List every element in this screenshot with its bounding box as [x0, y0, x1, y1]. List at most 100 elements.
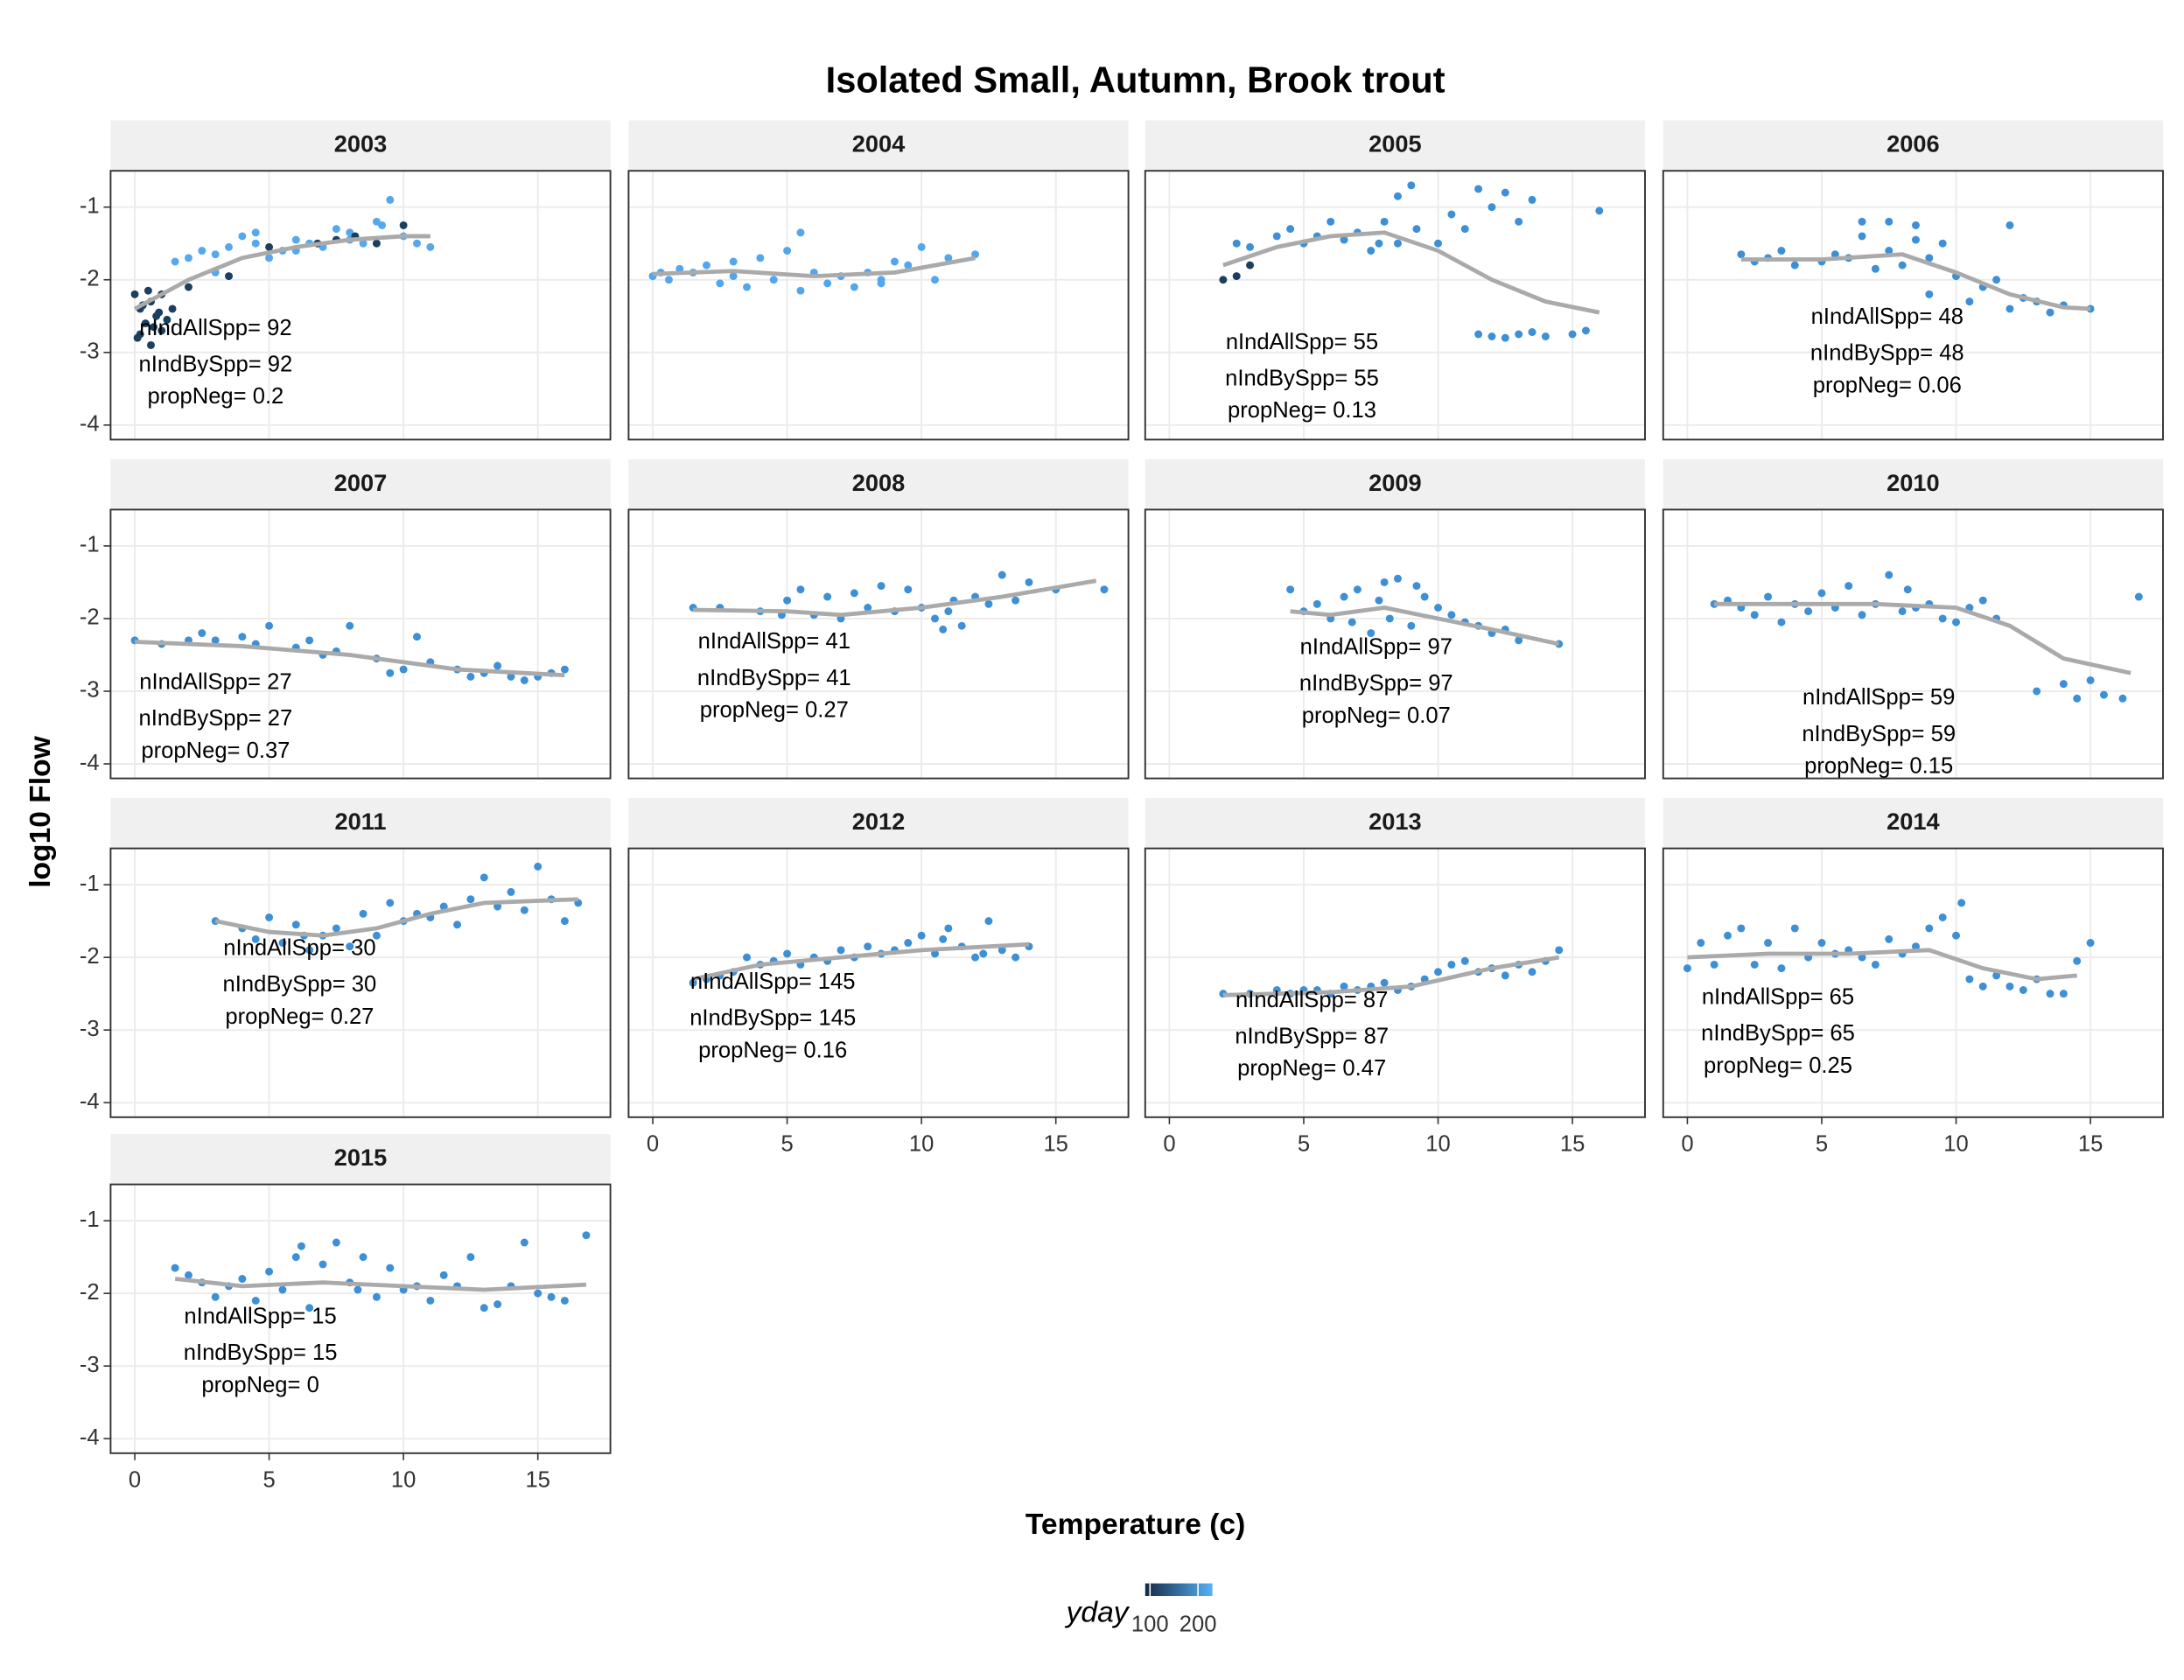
panel-border: [109, 847, 612, 1118]
panel-content: nIndAllSpp= 87 nIndBySpp= 87 propNeg= 0.47: [1219, 946, 1564, 1081]
smooth-line: [1714, 601, 2132, 676]
annotation: nIndAllSpp= 41: [698, 629, 850, 654]
point: [1925, 290, 1934, 298]
point: [1515, 217, 1523, 226]
point: [1246, 242, 1255, 251]
point: [2073, 694, 2082, 703]
point: [1830, 250, 1839, 259]
point: [939, 934, 948, 943]
panel: [628, 509, 1129, 779]
point: [1340, 235, 1348, 244]
smooth-line: [1222, 230, 1600, 315]
point: [386, 1264, 395, 1272]
point: [2134, 592, 2143, 601]
strip: [1144, 120, 1645, 172]
annotation: propNeg= 0.07: [1302, 704, 1451, 728]
point: [2006, 982, 2014, 990]
y-tick-label: -3: [80, 1017, 100, 1041]
point: [141, 319, 150, 328]
y-tick-label: -4: [80, 751, 100, 775]
point: [1697, 939, 1705, 948]
strip-label: 2008: [852, 469, 905, 496]
point: [1724, 931, 1732, 940]
panel: [110, 171, 611, 440]
point: [1992, 276, 2001, 284]
point: [372, 1292, 381, 1301]
point: [225, 242, 234, 251]
point: [2086, 939, 2095, 948]
point: [1568, 330, 1577, 339]
strip: [1144, 458, 1645, 510]
panel-content: nIndAllSpp= 27 nIndBySpp= 27 propNeg= 0.37: [130, 621, 569, 763]
point: [864, 604, 872, 612]
x-tick-label: 5: [262, 1468, 275, 1493]
point: [150, 323, 158, 332]
point: [507, 672, 515, 681]
annotation: nIndAllSpp= 65: [1702, 985, 1854, 1010]
point: [1957, 899, 1966, 907]
strip-label: 2007: [334, 469, 387, 496]
point: [211, 636, 220, 645]
point: [1911, 235, 1920, 244]
point: [1012, 953, 1020, 962]
point: [2073, 956, 2082, 965]
point: [1380, 978, 1389, 987]
point: [1764, 939, 1773, 948]
point: [1447, 210, 1456, 219]
point: [560, 1296, 569, 1305]
point: [1219, 276, 1228, 284]
point: [783, 949, 792, 958]
panel-content: nIndAllSpp= 48 nIndBySpp= 48 propNeg= 0.06: [1737, 217, 2095, 397]
point: [796, 228, 805, 237]
panel: [1662, 848, 2163, 1117]
point: [1286, 585, 1295, 594]
point: [1804, 607, 1813, 616]
point: [1555, 946, 1564, 955]
y-tick-label: -4: [80, 1425, 100, 1450]
point: [211, 250, 220, 259]
point: [1393, 574, 1402, 583]
point: [1871, 960, 1880, 969]
annotation: propNeg= 0.37: [141, 738, 290, 763]
y-tick-label: -2: [80, 606, 100, 630]
annotation: propNeg= 0.06: [1813, 373, 1962, 397]
point: [1447, 611, 1456, 620]
point: [1925, 254, 1934, 262]
point: [1340, 982, 1348, 990]
point: [305, 636, 314, 645]
point: [251, 1296, 260, 1305]
strip-label: 2004: [852, 130, 905, 158]
panel-content: nIndAllSpp= 15 nIndBySpp= 15 propNeg= 0: [171, 1231, 591, 1397]
point: [1501, 971, 1509, 980]
annotation: nIndBySpp= 87: [1235, 1024, 1389, 1048]
point: [1407, 181, 1416, 190]
point: [359, 1253, 368, 1262]
point: [480, 1304, 488, 1312]
panel-border: [627, 170, 1130, 441]
y-tick-label: -1: [80, 193, 100, 218]
y-tick-label: -4: [80, 412, 100, 437]
point: [332, 225, 340, 234]
point: [225, 272, 234, 281]
point: [1420, 592, 1429, 601]
annotation: propNeg= 0.16: [698, 1038, 847, 1062]
annotation: nIndAllSpp= 48: [1811, 304, 1964, 329]
legend-label: 100: [1131, 1612, 1169, 1636]
point: [917, 931, 926, 940]
point: [1367, 247, 1376, 256]
point: [238, 633, 247, 641]
strip-label: 2003: [334, 130, 387, 158]
x-tick-label: 5: [1298, 1132, 1310, 1157]
point: [1938, 614, 1947, 623]
point: [1844, 582, 1853, 591]
point: [1858, 232, 1866, 241]
point: [2006, 220, 2014, 229]
point: [1911, 942, 1920, 951]
panel-border: [1662, 170, 2164, 441]
point: [1541, 332, 1550, 340]
smooth-line: [1687, 948, 2077, 982]
panel-border: [109, 170, 612, 441]
legend-colorbar: [1144, 1583, 1213, 1596]
point: [168, 304, 177, 313]
